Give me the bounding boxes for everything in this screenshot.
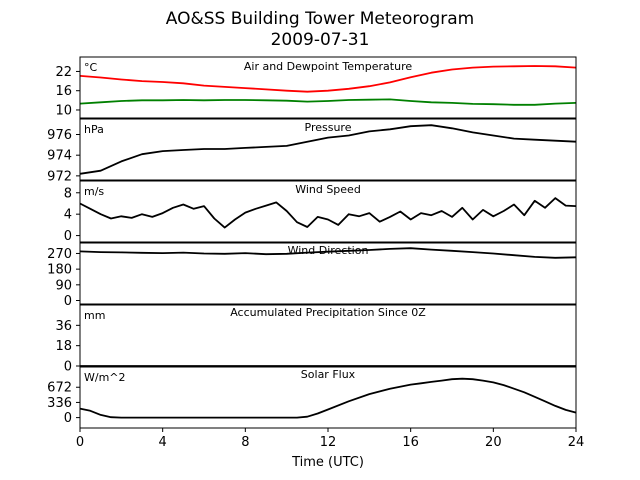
wind_direction-frame <box>79 242 577 305</box>
temperature-series-0 <box>79 65 577 93</box>
panel-temperature: 10 16 22 °C Air and Dewpoint Temperature <box>55 56 577 119</box>
pressure-ytick-label: 972 <box>47 169 72 184</box>
wind_speed-series-0 <box>79 197 577 229</box>
wind_speed-ytick-label: 4 <box>64 208 72 223</box>
temperature-frame <box>79 56 577 119</box>
x-axis-label: Time (UTC) <box>291 455 364 470</box>
wind_direction-panel-label: Wind Direction <box>288 244 369 257</box>
wind_speed-unit-label: m/s <box>84 185 104 198</box>
figure-title-line2: 2009-07-31 <box>271 30 370 50</box>
precipitation-unit-label: mm <box>84 309 105 322</box>
temperature-ytick-label: 16 <box>55 84 72 99</box>
wind_speed-ytick-label: 0 <box>64 229 72 244</box>
solar_flux-unit-label: W/m^2 <box>84 371 126 384</box>
temperature-ytick-label: 10 <box>55 103 72 118</box>
wind_speed-frame <box>79 180 577 243</box>
x-tick-label: 16 <box>402 435 419 450</box>
pressure-series-0 <box>79 124 577 175</box>
x-tick-label: 12 <box>320 435 337 450</box>
wind_direction-ytick-label: 180 <box>47 263 72 278</box>
wind_direction-ytick-label: 270 <box>47 247 72 262</box>
precipitation-ytick-label: 0 <box>64 360 72 375</box>
panel-pressure: 972 974 976 hPa Pressure <box>47 118 577 184</box>
temperature-unit-label: °C <box>84 61 98 74</box>
solar_flux-ytick-label: 672 <box>47 381 72 396</box>
temperature-series-1 <box>79 98 577 106</box>
pressure-frame <box>79 118 577 181</box>
temperature-ytick-label: 22 <box>55 65 72 80</box>
x-tick-label: 0 <box>76 435 84 450</box>
solar_flux-series-0 <box>79 377 577 419</box>
wind_speed-panel-label: Wind Speed <box>295 183 361 196</box>
pressure-ytick-label: 974 <box>47 149 72 164</box>
panel-wind_speed: 0 4 8 m/s Wind Speed <box>64 180 577 244</box>
precipitation-ytick-label: 18 <box>55 339 72 354</box>
solar_flux-ytick-label: 336 <box>47 396 72 411</box>
temperature-panel-label: Air and Dewpoint Temperature <box>244 60 412 73</box>
figure-title-line1: AO&SS Building Tower Meteorogram <box>166 9 474 29</box>
precipitation-frame <box>79 304 577 367</box>
precipitation-ytick-label: 36 <box>55 319 72 334</box>
precipitation-panel-label: Accumulated Precipitation Since 0Z <box>230 306 426 319</box>
x-tick-label: 4 <box>159 435 167 450</box>
panel-precipitation: 0 18 36 mm Accumulated Precipitation Since 0… <box>55 304 577 375</box>
pressure-unit-label: hPa <box>84 123 104 136</box>
pressure-ytick-label: 976 <box>47 128 72 143</box>
solar_flux-ytick-label: 0 <box>64 411 72 426</box>
x-tick-label: 8 <box>241 435 249 450</box>
wind_speed-ytick-label: 8 <box>64 186 72 201</box>
x-tick-label: 24 <box>568 435 585 450</box>
solar_flux-panel-label: Solar Flux <box>301 368 356 381</box>
wind_direction-ytick-label: 0 <box>64 294 72 309</box>
wind_direction-series-0 <box>79 247 577 259</box>
x-axis: 0 4 8 12 16 20 24 <box>76 428 584 450</box>
wind_direction-ytick-label: 90 <box>55 278 72 293</box>
x-tick-label: 20 <box>485 435 502 450</box>
pressure-panel-label: Pressure <box>305 121 352 134</box>
